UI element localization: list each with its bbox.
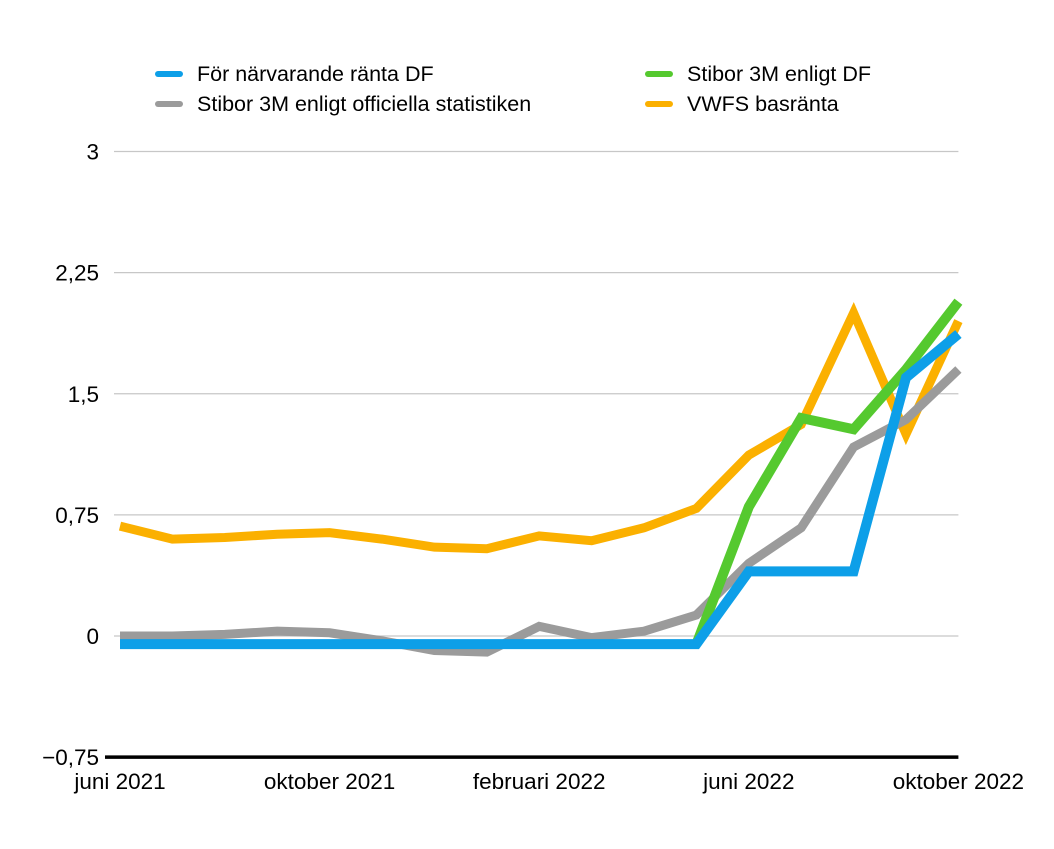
legend-item: Stibor 3M enligt DF — [645, 59, 871, 89]
y-tick-label: 0,75 — [55, 503, 99, 528]
series-line — [120, 330, 962, 650]
series-line — [691, 298, 963, 646]
legend-swatch — [645, 71, 673, 77]
y-tick-label: 3 — [86, 140, 99, 165]
y-tick-label: 1,5 — [68, 382, 99, 407]
legend-swatch — [155, 101, 183, 107]
x-tick-label: oktober 2021 — [264, 769, 395, 794]
x-tick-label: oktober 2022 — [893, 769, 1024, 794]
legend-item: VWFS basränta — [645, 89, 871, 119]
series-line — [120, 366, 962, 657]
legend-item: Stibor 3M enligt officiella statistiken — [155, 89, 531, 119]
legend-swatch — [645, 101, 673, 107]
legend-column: För närvarande ränta DF Stibor 3M enligt … — [155, 59, 531, 119]
legend-label: Stibor 3M enligt DF — [687, 62, 872, 86]
x-tick-label: februari 2022 — [473, 769, 606, 794]
legend-column: Stibor 3M enligt DF VWFS basränta — [645, 59, 871, 119]
x-tick-label: juni 2022 — [702, 769, 794, 794]
y-tick-label: 0 — [86, 624, 99, 649]
x-tick-label: juni 2021 — [73, 769, 165, 794]
series-line — [118, 302, 963, 554]
legend-label: Stibor 3M enligt officiella statistiken — [197, 92, 532, 116]
y-tick-label: −0,75 — [42, 745, 99, 770]
legend-item: För närvarande ränta DF — [155, 59, 531, 89]
legend-label: VWFS basränta — [687, 92, 839, 116]
legend-label: För närvarande ränta DF — [197, 62, 434, 86]
y-tick-label: 2,25 — [55, 261, 99, 286]
legend-swatch — [155, 71, 183, 77]
